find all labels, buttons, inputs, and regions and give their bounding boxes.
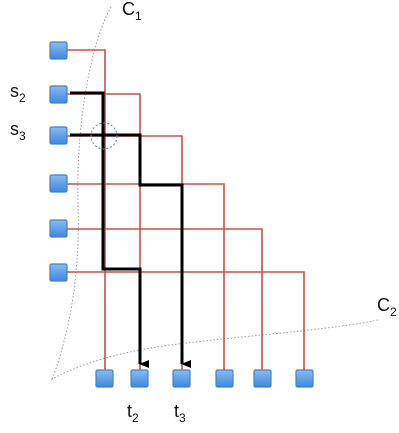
crossing-highlight-circle (90, 122, 118, 150)
wire-row-5 (67, 228, 263, 370)
target-node-t2 (130, 369, 149, 388)
curve-c2 (49, 319, 379, 381)
label-s2: s2 (10, 81, 26, 105)
path-s2-t2 (70, 91, 149, 368)
label-t2: t2 (127, 401, 139, 425)
target-node-6 (295, 369, 314, 388)
source-node-s2 (49, 85, 68, 104)
label-t3: t3 (174, 401, 186, 425)
target-node-t3 (172, 369, 191, 388)
source-node-s3 (49, 126, 68, 145)
source-node-6 (49, 263, 68, 282)
source-nodes (49, 41, 68, 282)
wire-row-6 (67, 271, 305, 370)
wire-row-4 (67, 183, 225, 370)
wire-row-3 (67, 135, 183, 370)
path-s3-t3 (70, 133, 191, 368)
label-s3: s3 (10, 119, 26, 143)
source-node-1 (49, 41, 68, 60)
wire-row-1 (67, 49, 106, 370)
source-node-4 (49, 174, 68, 193)
target-node-5 (253, 369, 272, 388)
label-c1: C1 (122, 0, 142, 23)
target-nodes (95, 369, 314, 388)
target-node-4 (215, 369, 234, 388)
label-c2: C2 (377, 295, 397, 319)
curve-c1 (51, 6, 112, 381)
source-node-5 (49, 219, 68, 238)
target-node-1 (95, 369, 114, 388)
